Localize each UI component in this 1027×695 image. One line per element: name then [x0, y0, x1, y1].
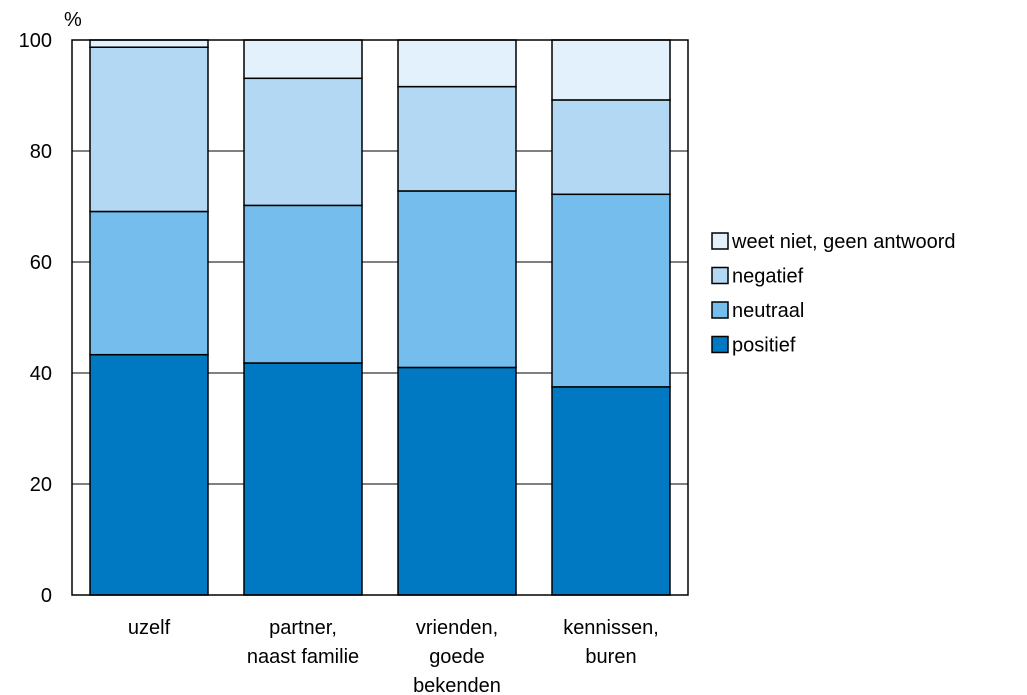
category-labels: uzelf partner, naast familie vrienden, goede… — [128, 617, 659, 695]
bar-segment-negatief — [243, 77, 363, 207]
category-label: vrienden, — [416, 617, 498, 639]
bar-segment-weet-niet-geen-antwoord — [89, 39, 209, 48]
legend-label: weet niet, geen antwoord — [731, 231, 956, 253]
legend-label: neutraal — [732, 300, 804, 322]
y-tick-label: 60 — [30, 252, 52, 274]
y-tick-label: 100 — [19, 30, 52, 52]
bar-segment-negatief — [397, 85, 517, 192]
bars — [89, 39, 671, 596]
bar-segment-negatief — [89, 46, 209, 213]
category-label: uzelf — [128, 617, 171, 639]
bar-segment-positief — [243, 362, 363, 596]
bar-segment-neutraal — [551, 193, 671, 388]
legend-label: positief — [732, 335, 796, 357]
bar-segment-weet-niet-geen-antwoord — [243, 39, 363, 80]
y-tick-label: 0 — [41, 585, 52, 607]
y-tick-label: 40 — [30, 363, 52, 385]
bar-segment-neutraal — [397, 190, 517, 369]
y-tick-label: 20 — [30, 474, 52, 496]
bar-segment-neutraal — [243, 204, 363, 364]
category-label: kennissen, — [563, 617, 659, 639]
bar-segment-weet-niet-geen-antwoord — [551, 39, 671, 101]
bar-segment-weet-niet-geen-antwoord — [397, 39, 517, 88]
category-label: bekenden — [413, 675, 501, 695]
category-label: naast familie — [247, 646, 359, 668]
bar-segment-positief — [551, 386, 671, 596]
bar-segment-positief — [397, 366, 517, 596]
legend-swatch — [711, 266, 729, 285]
legend: weet niet, geen antwoord negatief neutraal… — [711, 231, 956, 357]
category-label: buren — [585, 646, 636, 668]
legend-label: negatief — [732, 266, 804, 288]
legend-swatch — [711, 301, 729, 319]
plot-frame — [71, 39, 689, 596]
bar-segment-neutraal — [89, 210, 209, 356]
bar-segment-negatief — [551, 99, 671, 196]
legend-swatch — [711, 232, 729, 250]
y-tick-label: 80 — [30, 141, 52, 163]
legend-swatch — [711, 335, 729, 354]
category-label: partner, — [269, 617, 337, 639]
category-label: goede — [429, 646, 485, 668]
y-axis-label: % — [64, 9, 82, 31]
y-tick-labels: 0 20 40 60 80 100 — [19, 30, 52, 607]
bar-segment-positief — [89, 353, 209, 596]
